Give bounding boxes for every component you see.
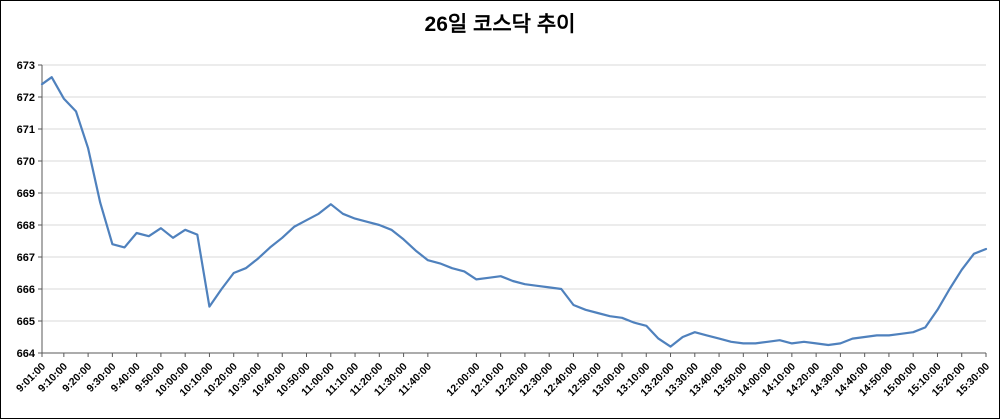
- y-tick-label: 671: [17, 124, 35, 136]
- chart-title: 26일 코스닥 추이: [424, 13, 576, 36]
- y-tick-label: 669: [17, 188, 35, 200]
- y-tick-label: 670: [17, 156, 35, 168]
- y-tick-label: 673: [17, 60, 35, 72]
- y-tick-label: 672: [17, 92, 35, 104]
- kosdaq-trend-line-chart: 6646656666676686696706716726739:01:009:1…: [14, 60, 992, 399]
- y-tick-label: 664: [17, 348, 36, 360]
- y-tick-label: 666: [17, 284, 35, 296]
- kosdaq-price-line: [40, 76, 988, 348]
- y-tick-label: 668: [17, 220, 35, 232]
- y-tick-label: 665: [17, 316, 35, 328]
- y-tick-label: 667: [17, 252, 35, 264]
